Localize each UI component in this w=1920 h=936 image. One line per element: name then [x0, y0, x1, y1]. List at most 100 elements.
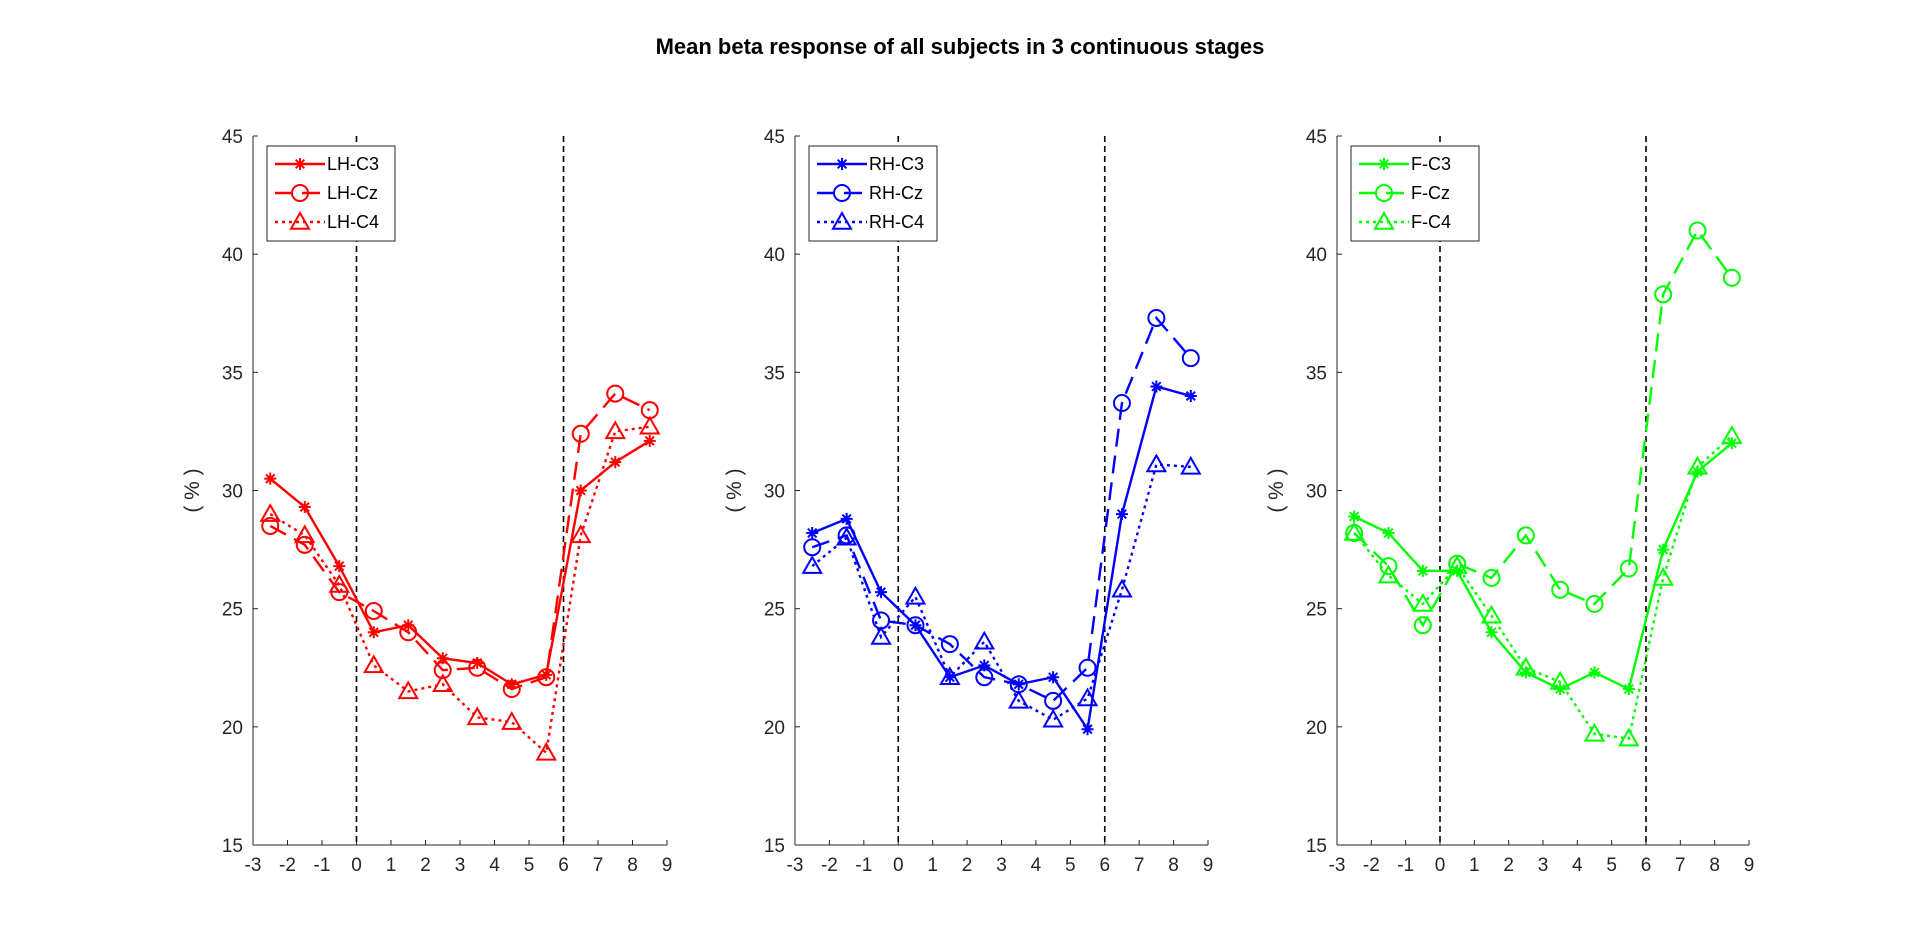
data-point-RH-C3 — [978, 659, 991, 672]
x-tick-label: 4 — [489, 855, 500, 876]
legend-label: F-C4 — [1411, 212, 1451, 232]
x-tick-label: 8 — [627, 855, 638, 876]
data-point-F-C4 — [1480, 604, 1503, 624]
y-tick-label: 20 — [222, 718, 243, 739]
data-point-RH-C4 — [1007, 689, 1030, 709]
data-point-LH-Cz — [606, 384, 625, 403]
data-point-RH-C4 — [801, 555, 823, 574]
x-tick-label: -3 — [245, 855, 262, 876]
data-point-RH-Cz — [1147, 308, 1166, 327]
data-point-F-C4 — [1686, 455, 1709, 475]
y-axis-label: ( % ) — [723, 468, 746, 512]
x-tick-label: 6 — [558, 855, 569, 876]
legend-marker — [1375, 184, 1393, 202]
data-point-LH-C4 — [604, 420, 626, 440]
data-point-F-Cz — [1413, 616, 1432, 635]
x-tick-label: 3 — [996, 855, 1007, 876]
x-tick-label: 0 — [1435, 855, 1446, 876]
legend-label: RH-C3 — [869, 154, 924, 174]
data-point-F-C4 — [1377, 564, 1400, 584]
data-point-RH-Cz — [1078, 658, 1097, 677]
data-point-LH-C3 — [264, 472, 277, 485]
x-tick-label: -1 — [1397, 855, 1414, 876]
data-point-F-C3 — [1519, 666, 1532, 679]
data-point-RH-C3 — [1115, 508, 1128, 521]
data-point-LH-C4 — [294, 524, 316, 544]
legend-marker — [831, 210, 853, 230]
legend-label: RH-C4 — [869, 212, 924, 232]
x-tick-label: 7 — [593, 855, 604, 876]
y-tick-label: 30 — [1306, 482, 1327, 503]
data-point-RH-C4 — [870, 626, 892, 645]
data-point-F-C4 — [1549, 670, 1571, 690]
data-point-RH-C3 — [840, 512, 853, 525]
x-tick-label: 3 — [1538, 855, 1549, 876]
x-tick-label: 7 — [1675, 855, 1686, 876]
data-point-F-C3 — [1622, 683, 1635, 696]
data-point-RH-C4 — [835, 526, 858, 546]
data-point-LH-C3 — [471, 657, 484, 670]
legend-marker — [294, 158, 306, 170]
figure-title: Mean beta response of all subjects in 3 … — [655, 34, 1265, 59]
series-line-RH-C3 — [811, 385, 1192, 733]
series-line-LH-C4 — [269, 425, 650, 756]
data-point-LH-Cz — [261, 516, 280, 535]
data-point-F-C4 — [1721, 425, 1743, 444]
data-point-LH-Cz — [364, 602, 383, 621]
x-tick-label: 2 — [1503, 855, 1514, 876]
data-point-LH-C4 — [363, 654, 385, 674]
data-point-RH-C4 — [1042, 708, 1064, 728]
data-point-F-C4 — [1343, 522, 1365, 541]
data-point-LH-C4 — [535, 741, 557, 761]
x-tick-label: 2 — [962, 855, 973, 876]
data-point-F-Cz — [1516, 526, 1535, 545]
x-tick-label: 4 — [1031, 855, 1042, 876]
data-point-RH-C3 — [875, 586, 888, 599]
y-tick-label: 15 — [764, 836, 785, 857]
y-tick-label: 15 — [222, 836, 243, 857]
legend-marker — [833, 184, 851, 202]
x-tick-label: 8 — [1168, 855, 1179, 876]
data-point-F-C3 — [1691, 465, 1704, 478]
data-point-RH-Cz — [1112, 394, 1131, 413]
x-tick-label: 5 — [524, 855, 535, 876]
x-tick-label: -3 — [787, 855, 804, 876]
data-point-RH-C3 — [806, 527, 819, 540]
data-point-RH-Cz — [1044, 691, 1063, 710]
series-line-RH-Cz — [811, 315, 1192, 703]
legend-marker — [291, 184, 309, 202]
legend-label: LH-C4 — [327, 212, 379, 232]
data-point-LH-C4 — [639, 415, 661, 435]
data-point-RH-C4 — [904, 585, 927, 605]
data-point-RH-C3 — [1047, 671, 1060, 684]
y-tick-label: 45 — [1306, 127, 1327, 148]
data-point-LH-C4 — [432, 673, 454, 693]
data-point-F-C3 — [1657, 543, 1670, 556]
data-point-LH-C3 — [574, 484, 587, 497]
y-axis-label: ( % ) — [1265, 468, 1288, 512]
data-point-RH-C4 — [1145, 453, 1168, 473]
x-tick-label: 6 — [1641, 855, 1652, 876]
data-point-RH-Cz — [906, 616, 925, 635]
x-tick-label: 5 — [1606, 855, 1617, 876]
data-point-F-C3 — [1382, 527, 1395, 540]
series-line-LH-Cz — [269, 392, 651, 691]
series-line-F-Cz — [1353, 228, 1733, 628]
y-tick-label: 40 — [222, 245, 243, 266]
x-tick-label: 2 — [420, 855, 431, 876]
y-tick-label: 45 — [764, 127, 785, 148]
y-tick-label: 35 — [222, 363, 243, 384]
legend-marker — [1378, 158, 1390, 170]
y-axis-label: ( % ) — [181, 468, 204, 512]
x-tick-label: 1 — [927, 855, 938, 876]
data-point-LH-C4 — [501, 711, 523, 730]
data-point-LH-C3 — [609, 456, 622, 469]
series-line-RH-C4 — [811, 463, 1191, 722]
data-point-LH-C3 — [540, 668, 553, 681]
data-point-LH-C3 — [505, 678, 518, 691]
y-tick-label: 25 — [1306, 600, 1327, 621]
x-tick-label: 5 — [1065, 855, 1076, 876]
data-point-F-Cz — [1722, 268, 1741, 287]
data-point-RH-C3 — [1184, 389, 1197, 402]
